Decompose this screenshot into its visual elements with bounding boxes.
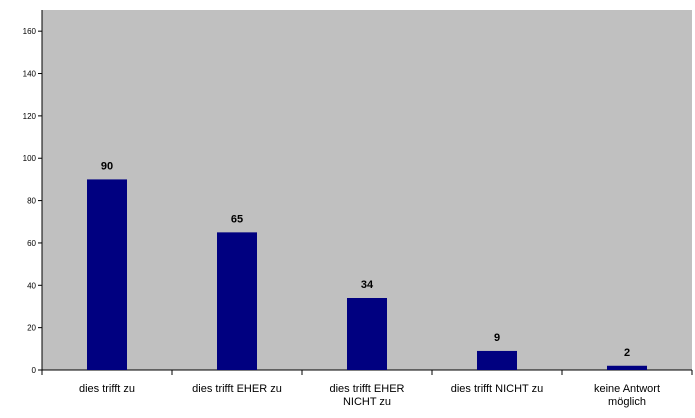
x-axis: dies trifft zu dies trifft EHER zu dies tr… (41, 369, 693, 408)
y-tick-label: 40 (27, 281, 36, 290)
data-label: 90 (101, 160, 113, 172)
y-tick-label: 100 (23, 154, 37, 163)
y-tick-label: 20 (27, 324, 36, 333)
data-label: 34 (361, 279, 374, 291)
data-label: 65 (231, 213, 243, 225)
bar (477, 350, 517, 370)
bar (217, 232, 257, 370)
y-tick-label: 0 (32, 366, 37, 375)
y-tick-label: 60 (27, 239, 36, 248)
category-label: dies trifft NICHT zu (451, 383, 544, 395)
bar (607, 365, 647, 370)
category-label: dies trifft EHER (330, 383, 405, 395)
category-label: dies trifft EHER zu (192, 383, 282, 395)
y-tick-label: 160 (23, 27, 37, 36)
category-label: möglich (608, 396, 646, 408)
bars (87, 179, 647, 370)
data-labels: 90 65 34 9 2 (101, 160, 630, 358)
bar (347, 298, 387, 370)
data-label: 9 (494, 332, 500, 344)
y-tick-label: 140 (23, 70, 37, 79)
category-label: keine Antwort (594, 383, 660, 395)
bar (87, 179, 127, 370)
category-label: NICHT zu (343, 396, 391, 408)
data-label: 2 (624, 347, 630, 359)
y-tick-label: 120 (23, 112, 37, 121)
category-label: dies trifft zu (79, 383, 135, 395)
y-tick-label: 80 (27, 197, 36, 206)
y-axis: 0 20 40 60 80 100 120 140 160 (23, 10, 43, 375)
